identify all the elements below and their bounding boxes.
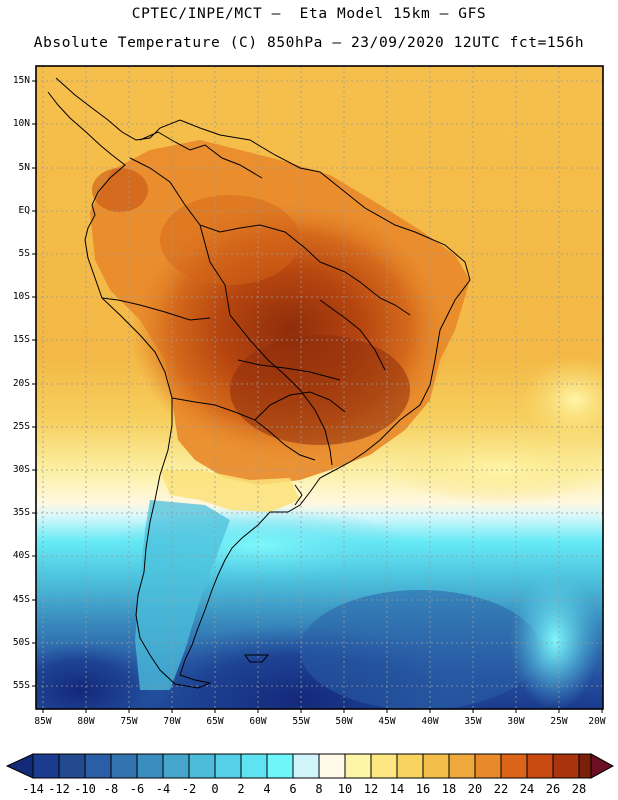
colorbar-label: 14 <box>389 782 405 796</box>
colorbar-below-arrow <box>5 753 34 779</box>
lon-label: 75W <box>120 716 138 727</box>
lat-label: 10N <box>12 118 30 129</box>
colorbar-swatch <box>110 753 138 779</box>
colorbar-swatch <box>344 753 372 779</box>
lat-label: 20S <box>12 378 30 389</box>
colorbar-swatch <box>474 753 502 779</box>
chart-title-line2: Absolute Temperature (C) 850hPa — 23/09/… <box>33 35 585 51</box>
colorbar-swatch <box>266 753 294 779</box>
colorbar-swatch <box>214 753 242 779</box>
lon-label: 50W <box>335 716 353 727</box>
colorbar-label: 20 <box>467 782 483 796</box>
colorbar-label: 0 <box>211 782 219 796</box>
colorbar-swatch <box>422 753 450 779</box>
colorbar-label: 10 <box>337 782 353 796</box>
map-frame <box>35 65 604 710</box>
lat-label: 15N <box>12 75 30 86</box>
lat-label: 15S <box>12 334 30 345</box>
colorbar-label: 4 <box>263 782 271 796</box>
lat-label: 50S <box>12 637 30 648</box>
colorbar-swatch <box>578 753 592 779</box>
lat-label: 30S <box>12 464 30 475</box>
lon-label: 60W <box>249 716 267 727</box>
colorbar-swatch <box>396 753 424 779</box>
colorbar-label: 26 <box>545 782 561 796</box>
colorbar-swatch <box>32 753 60 779</box>
colorbar-label: 8 <box>315 782 323 796</box>
lon-label: 45W <box>378 716 396 727</box>
colorbar-label: 22 <box>493 782 509 796</box>
colorbar-label: 24 <box>519 782 535 796</box>
colorbar-swatch <box>370 753 398 779</box>
colorbar-swatch <box>292 753 320 779</box>
colorbar-above-arrow <box>590 753 615 779</box>
colorbar-swatch <box>240 753 268 779</box>
colorbar-label: -4 <box>155 782 171 796</box>
colorbar-swatch <box>136 753 164 779</box>
colorbar-label: 2 <box>237 782 245 796</box>
lat-label: 45S <box>12 594 30 605</box>
lat-label: 40S <box>12 550 30 561</box>
colorbar-swatch <box>500 753 528 779</box>
lon-label: 70W <box>163 716 181 727</box>
lon-label: 55W <box>292 716 310 727</box>
colorbar-swatch <box>162 753 190 779</box>
colorbar-swatch <box>448 753 476 779</box>
lon-label: 25W <box>550 716 568 727</box>
lat-label: 10S <box>12 291 30 302</box>
colorbar <box>5 753 615 779</box>
lon-label: 20W <box>588 716 606 727</box>
lon-label: 65W <box>206 716 224 727</box>
lat-label: 5N <box>18 162 30 173</box>
lon-label: 80W <box>77 716 95 727</box>
colorbar-label: 12 <box>363 782 379 796</box>
lon-label: 40W <box>421 716 439 727</box>
chart-title-line1: CPTEC/INPE/MCT — Eta Model 15km — GFS <box>131 6 487 22</box>
colorbar-label: -12 <box>48 782 70 796</box>
colorbar-label: -14 <box>22 782 44 796</box>
lat-label: 25S <box>12 421 30 432</box>
colorbar-swatch <box>84 753 112 779</box>
lat-label: 5S <box>18 248 30 259</box>
lat-label: 35S <box>12 507 30 518</box>
colorbar-label: 18 <box>441 782 457 796</box>
temperature-field <box>36 66 603 709</box>
colorbar-swatch <box>58 753 86 779</box>
lat-label: 55S <box>12 680 30 691</box>
colorbar-swatch <box>552 753 580 779</box>
colorbar-label: 16 <box>415 782 431 796</box>
colorbar-label: -2 <box>181 782 197 796</box>
colorbar-label: 28 <box>571 782 587 796</box>
colorbar-swatch <box>318 753 346 779</box>
colorbar-swatch <box>526 753 554 779</box>
colorbar-swatch <box>188 753 216 779</box>
lon-label: 85W <box>34 716 52 727</box>
lon-label: 30W <box>507 716 525 727</box>
colorbar-label: 6 <box>289 782 297 796</box>
lat-label: EQ <box>18 205 30 216</box>
colorbar-label: -6 <box>129 782 145 796</box>
lon-label: 35W <box>464 716 482 727</box>
colorbar-label: -8 <box>103 782 119 796</box>
colorbar-label: -10 <box>74 782 96 796</box>
